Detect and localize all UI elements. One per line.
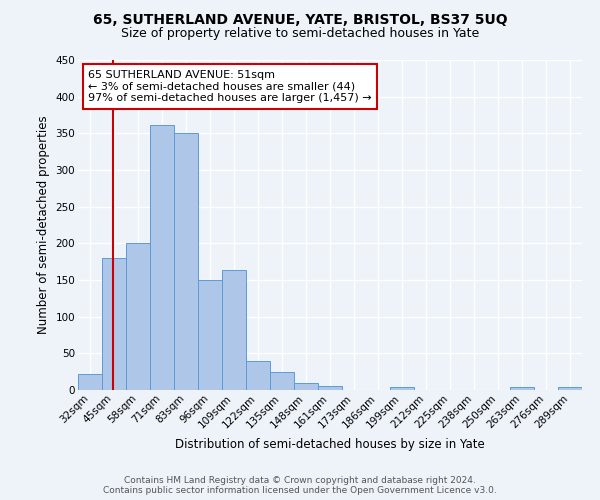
Bar	[198, 280, 222, 390]
Text: Contains HM Land Registry data © Crown copyright and database right 2024.
Contai: Contains HM Land Registry data © Crown c…	[103, 476, 497, 495]
Bar	[510, 387, 534, 390]
Bar	[78, 374, 102, 390]
Text: Size of property relative to semi-detached houses in Yate: Size of property relative to semi-detach…	[121, 28, 479, 40]
Bar	[126, 244, 150, 390]
Bar	[294, 384, 318, 390]
Text: 65 SUTHERLAND AVENUE: 51sqm
← 3% of semi-detached houses are smaller (44)
97% of: 65 SUTHERLAND AVENUE: 51sqm ← 3% of semi…	[88, 70, 372, 103]
Bar	[222, 270, 246, 390]
Y-axis label: Number of semi-detached properties: Number of semi-detached properties	[37, 116, 50, 334]
Bar	[174, 134, 198, 390]
Bar	[246, 360, 270, 390]
Bar	[102, 258, 126, 390]
Bar	[318, 386, 342, 390]
X-axis label: Distribution of semi-detached houses by size in Yate: Distribution of semi-detached houses by …	[175, 438, 485, 451]
Bar	[150, 124, 174, 390]
Bar	[270, 372, 294, 390]
Bar	[558, 387, 582, 390]
Bar	[390, 387, 414, 390]
Text: 65, SUTHERLAND AVENUE, YATE, BRISTOL, BS37 5UQ: 65, SUTHERLAND AVENUE, YATE, BRISTOL, BS…	[92, 12, 508, 26]
